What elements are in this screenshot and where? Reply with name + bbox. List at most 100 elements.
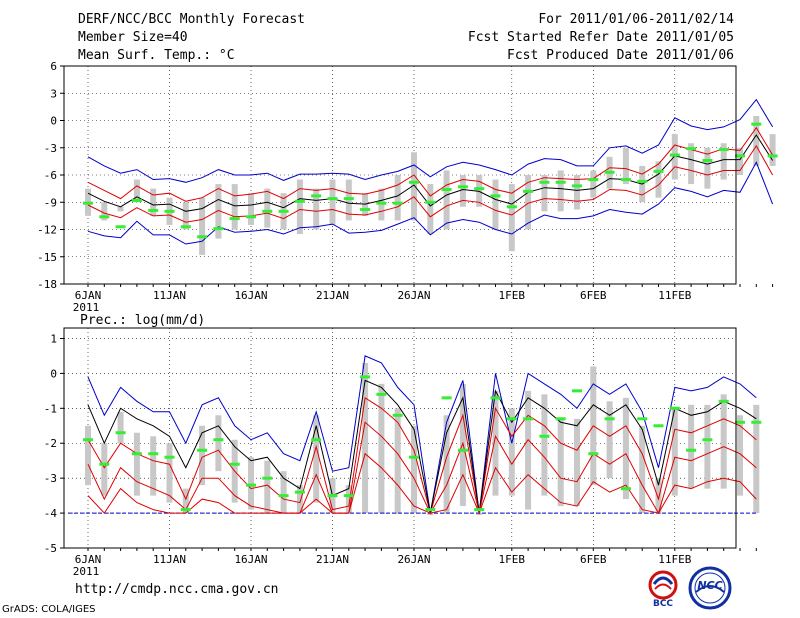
obs-marker [604, 417, 615, 421]
series-lower-outer [87, 161, 774, 245]
year-label: 2011 [73, 565, 100, 578]
obs-marker [539, 180, 550, 184]
obs-marker [441, 188, 452, 192]
obs-marker [246, 215, 256, 219]
precipitation-panel: 1 0 -1 -2 -3 -4 -5 6JAN 11JAN 16JAN 21JAN 26JAN 1FEB… [44, 327, 762, 578]
obs-range-bar [704, 147, 711, 189]
grads-credit: GrADS: COLA/IGES [2, 604, 96, 615]
y-tick-label: -12 [37, 224, 57, 237]
obs-marker [360, 208, 371, 212]
y-tick-label: -3 [44, 142, 57, 155]
obs-range-bar [362, 362, 369, 514]
obs-marker [376, 201, 387, 205]
obs-range-bar [639, 425, 646, 514]
x-tick-label: 6FEB [580, 553, 607, 566]
source-url[interactable]: http://cmdp.ncc.cma.gov.cn [75, 582, 279, 597]
obs-range-bar [166, 443, 173, 503]
obs-range-bar [622, 147, 629, 185]
obs-marker [197, 448, 208, 452]
obs-marker [457, 448, 468, 452]
produced-date: Fcst Produced Date 2011/01/06 [507, 48, 734, 63]
obs-marker [702, 158, 713, 162]
obs-range-bar [117, 411, 124, 444]
y-tick-label: -15 [37, 251, 57, 264]
obs-range-bar [411, 425, 417, 514]
x-tick-label: 11FEB [658, 289, 691, 302]
obs-marker [735, 420, 745, 424]
obs-marker [180, 225, 191, 229]
obs-range-bar [508, 408, 515, 496]
svg-text:NCC: NCC [697, 579, 722, 592]
series-ens-mean [87, 379, 757, 514]
obs-range-bar [574, 175, 580, 210]
obs-marker [637, 179, 648, 183]
svg-text:BCC: BCC [653, 599, 673, 608]
obs-marker [718, 399, 729, 403]
obs-marker [392, 201, 403, 205]
obs-marker [751, 122, 762, 126]
obs-range-bar [671, 408, 678, 496]
obs-marker [718, 148, 729, 152]
obs-marker [311, 194, 322, 198]
obs-marker [294, 490, 305, 494]
obs-range-bar [443, 170, 450, 230]
obs-range-bar [264, 188, 271, 228]
obs-marker [572, 389, 582, 393]
obs-marker [490, 194, 501, 198]
series-lower-outer [87, 452, 757, 515]
obs-marker [99, 215, 110, 219]
obs-range-bar [655, 161, 662, 198]
obs-marker [311, 438, 322, 442]
x-tick-label: 6JAN [75, 289, 102, 302]
obs-range-bar [525, 390, 532, 510]
obs-range-bar [296, 179, 303, 235]
obs-marker [767, 154, 778, 158]
obs-range-bar [150, 436, 157, 496]
y-tick-label: -6 [44, 169, 57, 182]
obs-range-bar [525, 175, 532, 230]
obs-marker [262, 209, 273, 213]
obs-range-bar [720, 143, 727, 180]
obs-marker [441, 396, 452, 400]
obs-range-bar [769, 134, 776, 166]
obs-range-bar [671, 134, 678, 180]
obs-range-bar [248, 457, 254, 510]
obs-marker [131, 452, 142, 456]
obs-marker [213, 438, 224, 442]
obs-marker [376, 392, 387, 396]
obs-marker [653, 424, 664, 428]
ncc-logo: NCC [688, 566, 732, 610]
y-tick-label: 6 [50, 60, 57, 73]
plot-frame [63, 327, 737, 549]
obs-range-bar [101, 202, 108, 221]
obs-range-bar [182, 488, 189, 514]
x-tick-label: 11JAN [153, 553, 186, 566]
y-tick-label: -2 [44, 437, 57, 450]
obs-marker [669, 406, 680, 410]
variable-temp-label: Mean Surf. Temp.: °C [78, 48, 235, 63]
obs-range-bar [459, 175, 466, 207]
obs-marker [246, 483, 256, 487]
obs-marker [620, 178, 631, 182]
obs-marker [360, 375, 371, 379]
year-label: 2011 [73, 301, 100, 314]
obs-range-bar [688, 143, 695, 185]
obs-marker [409, 455, 419, 459]
obs-range-bar [427, 184, 434, 235]
obs-marker [180, 508, 191, 512]
obs-marker [229, 217, 240, 221]
x-tick-label: 1FEB [499, 553, 526, 566]
y-tick-label: -3 [44, 472, 57, 485]
obs-marker [669, 153, 680, 157]
obs-range-bar [443, 415, 450, 514]
obs-range-bar [313, 188, 320, 230]
x-tick-label: 16JAN [234, 553, 267, 566]
obs-marker [409, 180, 419, 184]
obs-range-bar [688, 404, 695, 489]
obs-range-bar [753, 115, 760, 166]
obs-marker [99, 462, 110, 466]
obs-marker [115, 225, 126, 229]
member-size: Member Size=40 [78, 30, 188, 45]
y-tick-label: 3 [50, 87, 57, 100]
obs-range-bar [329, 179, 336, 225]
